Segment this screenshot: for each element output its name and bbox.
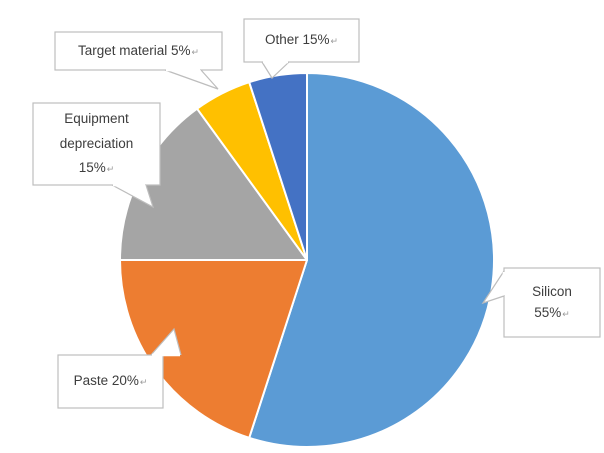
callout-box-other bbox=[243, 18, 360, 63]
callout-tail-paste bbox=[150, 327, 182, 356]
callout-box-paste bbox=[57, 354, 164, 409]
callout-box-equipment-depreciation bbox=[32, 102, 161, 186]
callout-tail-equipment-depreciation bbox=[111, 184, 155, 209]
pie-slices bbox=[119, 72, 495, 448]
callout-tail-silicon bbox=[481, 270, 505, 305]
callout-box-silicon bbox=[503, 267, 601, 338]
callout-tail-other bbox=[261, 61, 290, 79]
callout-box-target-material bbox=[54, 31, 223, 71]
callout-tail-target-material bbox=[164, 69, 219, 90]
pie-slice-other bbox=[248, 72, 308, 261]
